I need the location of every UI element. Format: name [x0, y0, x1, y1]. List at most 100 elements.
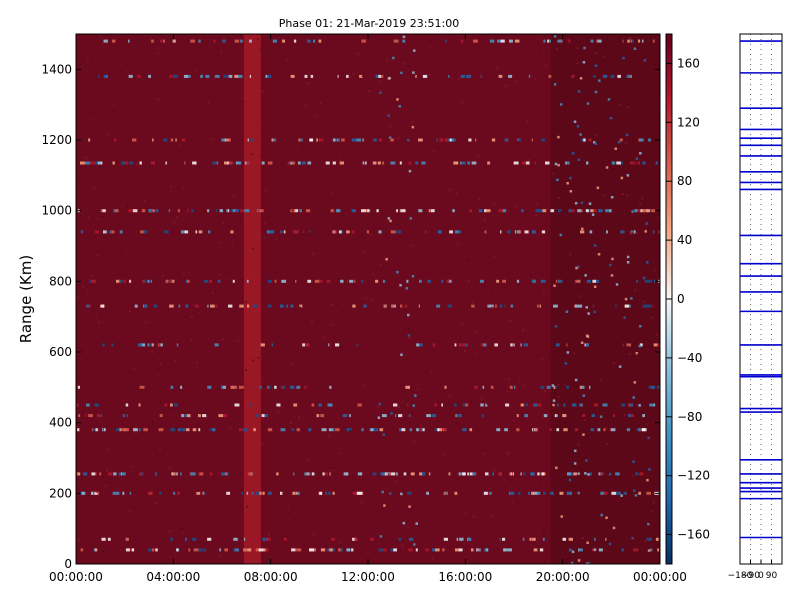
heatmap-texture	[190, 338, 193, 341]
heatmap-speckle	[187, 414, 191, 418]
heatmap-speckle	[332, 161, 336, 165]
heatmap-speckle	[103, 230, 108, 234]
heatmap-speckle	[221, 385, 223, 389]
heatmap-texture	[448, 188, 451, 191]
heatmap-texture	[540, 358, 543, 361]
heatmap-speckle	[507, 230, 511, 234]
heatmap-texture	[473, 516, 475, 518]
heatmap-texture	[644, 540, 646, 543]
heatmap-speckle	[507, 548, 512, 552]
heatmap-texture	[577, 443, 580, 446]
heatmap-speckle	[472, 548, 475, 552]
heatmap-speckle	[634, 494, 638, 497]
heatmap-speckle	[524, 414, 528, 418]
heatmap-texture	[401, 544, 404, 547]
heatmap-speckle	[192, 428, 197, 432]
heatmap-speckle	[268, 230, 274, 234]
heatmap-speckle	[273, 138, 277, 142]
heatmap-speckle	[422, 74, 427, 78]
heatmap-speckle	[509, 385, 513, 389]
heatmap-speckle	[469, 428, 473, 432]
heatmap-speckle	[579, 77, 583, 80]
heatmap-speckle	[291, 548, 296, 552]
heatmap-speckle	[482, 385, 485, 389]
heatmap-speckle	[548, 74, 552, 78]
heatmap-speckle	[305, 343, 310, 347]
heatmap-speckle	[602, 403, 608, 407]
heatmap-texture	[306, 82, 309, 85]
heatmap-texture	[113, 219, 116, 222]
heatmap-speckle	[113, 472, 117, 476]
x-axis: 00:00:00 04:00:00 08:00:00 12:00:00 16:00:00…	[49, 34, 687, 584]
heatmap-speckle	[585, 562, 589, 564]
heatmap-texture	[640, 331, 643, 334]
heatmap-speckle	[178, 304, 181, 308]
heatmap-texture	[579, 71, 582, 74]
heatmap-speckle	[520, 472, 522, 476]
heatmap-speckle	[133, 428, 138, 432]
y-tick-label: 0	[64, 557, 72, 571]
heatmap-texture	[100, 48, 103, 51]
heatmap-speckle	[469, 209, 472, 213]
heatmap-speckle	[453, 161, 459, 165]
heatmap-speckle	[323, 472, 328, 476]
heatmap-speckle	[605, 209, 610, 213]
heatmap-speckle	[92, 279, 96, 283]
heatmap-texture	[378, 51, 381, 54]
heatmap-texture	[493, 256, 496, 259]
heatmap-speckle	[255, 414, 259, 418]
heatmap-texture	[515, 80, 518, 83]
heatmap-speckle	[188, 548, 191, 552]
heatmap-speckle	[646, 261, 649, 264]
heatmap-speckle	[592, 279, 596, 283]
heatmap-texture	[147, 295, 150, 298]
heatmap-texture	[176, 216, 178, 219]
heatmap-texture	[558, 83, 561, 86]
heatmap-speckle	[425, 548, 429, 552]
heatmap-speckle	[619, 138, 623, 142]
heatmap-speckle	[185, 428, 190, 432]
heatmap-speckle	[645, 222, 648, 225]
heatmap-speckle	[307, 279, 312, 283]
heatmap-texture	[290, 160, 292, 163]
heatmap-speckle	[396, 270, 399, 274]
heatmap-speckle	[575, 279, 581, 283]
heatmap-speckle	[141, 209, 146, 213]
heatmap-speckle	[88, 414, 93, 418]
heatmap-speckle	[448, 138, 450, 142]
heatmap-texture	[301, 233, 304, 236]
heatmap-texture	[233, 194, 236, 197]
heatmap-speckle	[85, 161, 91, 165]
heatmap-speckle	[503, 548, 508, 552]
heatmap-texture	[635, 232, 638, 235]
heatmap-speckle	[569, 190, 573, 193]
heatmap-speckle	[594, 279, 600, 283]
heatmap-speckle	[137, 343, 143, 347]
heatmap-texture	[119, 549, 122, 552]
heatmap-texture	[490, 515, 493, 518]
heatmap-speckle	[170, 279, 175, 283]
heatmap-speckle	[467, 161, 470, 165]
heatmap-speckle	[553, 83, 557, 86]
heatmap-texture	[576, 62, 579, 65]
heatmap-speckle	[202, 491, 205, 495]
heatmap-speckle	[537, 304, 539, 308]
heatmap-speckle	[542, 537, 545, 541]
heatmap-speckle	[77, 385, 80, 389]
heatmap-texture	[241, 97, 244, 100]
heatmap-texture	[129, 510, 132, 513]
heatmap-speckle	[576, 125, 580, 128]
heatmap-speckle	[327, 491, 331, 495]
heatmap-speckle	[432, 343, 436, 347]
heatmap-speckle	[556, 178, 559, 182]
heatmap-texture	[221, 338, 224, 341]
heatmap-speckle	[416, 428, 419, 432]
heatmap-speckle	[137, 74, 141, 78]
heatmap-speckle	[271, 343, 274, 347]
heatmap-speckle	[203, 279, 209, 283]
heatmap-speckle	[509, 39, 513, 43]
heatmap-speckle	[498, 209, 503, 213]
heatmap-speckle	[243, 537, 246, 541]
heatmap-texture	[461, 322, 464, 325]
heatmap-texture	[394, 480, 397, 483]
